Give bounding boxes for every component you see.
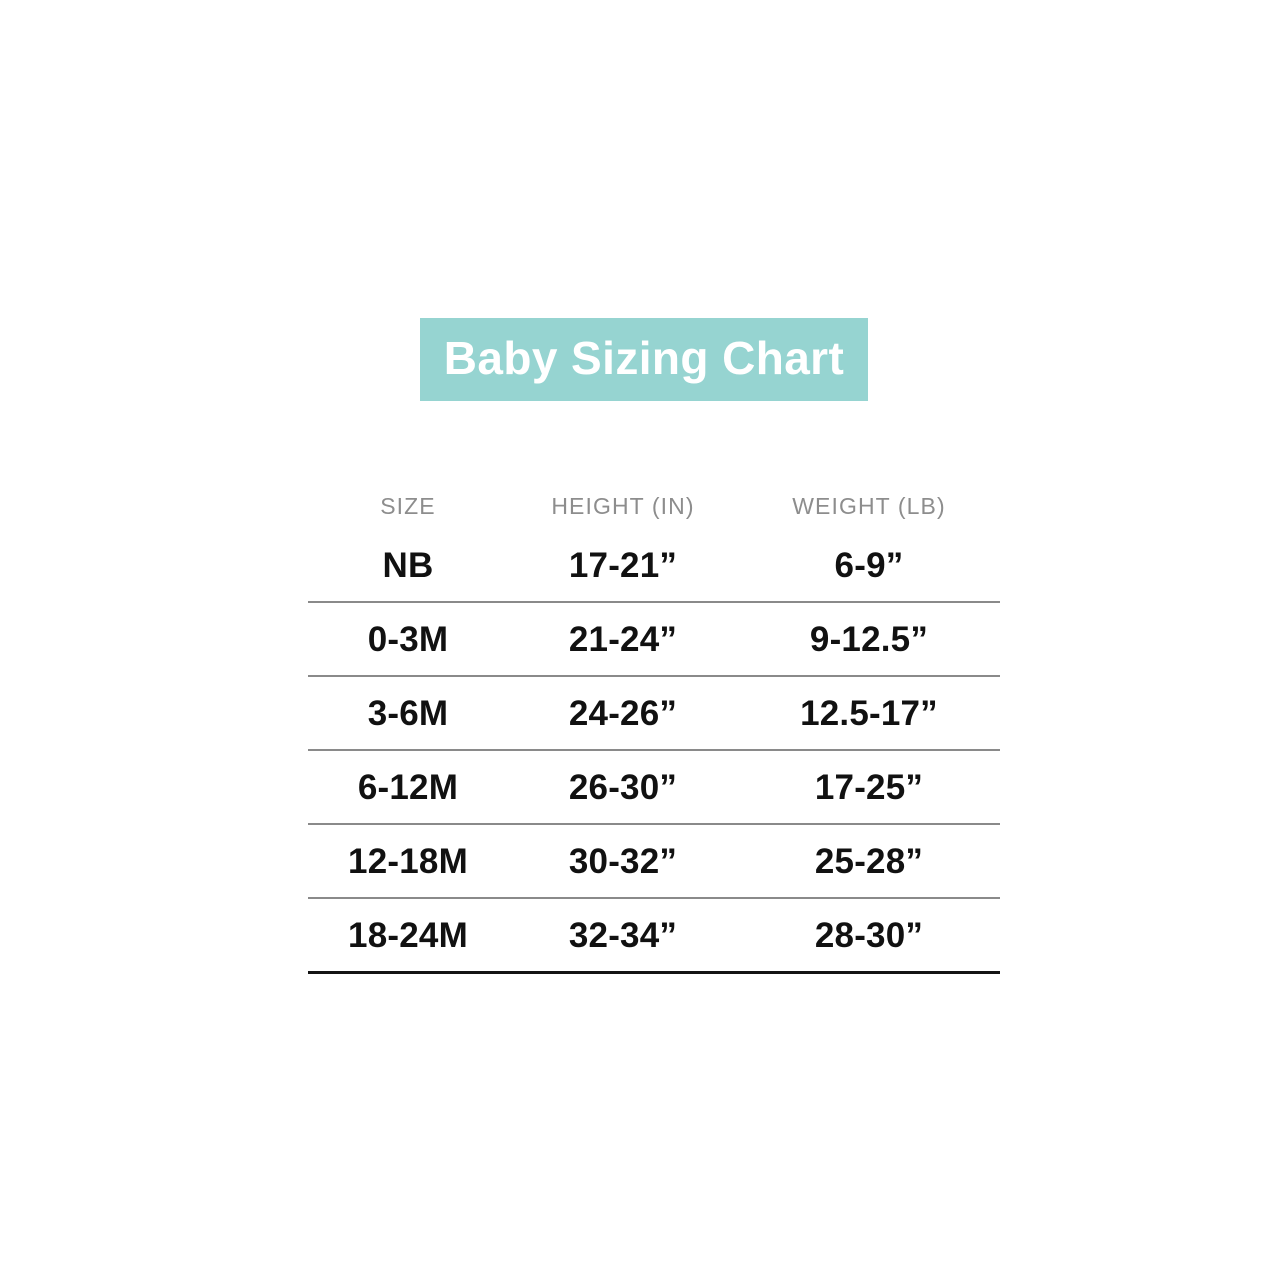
cell-height: 30-32”	[568, 841, 678, 881]
cell-size: 18-24M	[348, 915, 468, 955]
page-title: Baby Sizing Chart	[419, 318, 869, 401]
table-row: 0-3M 21-24” 9-12.5”	[308, 603, 1000, 677]
cell-weight: 25-28”	[814, 841, 924, 881]
cell-weight: 28-30”	[814, 915, 924, 955]
cell-height: 26-30”	[568, 767, 678, 807]
cell-weight: 6-9”	[834, 545, 904, 585]
cell-height: 24-26”	[568, 693, 678, 733]
cell-size: 0-3M	[367, 619, 449, 659]
cell-weight: 9-12.5”	[809, 619, 929, 659]
column-header-size: SIZE	[380, 492, 436, 519]
cell-size: 6-12M	[357, 767, 459, 807]
table-row: 6-12M 26-30” 17-25”	[308, 751, 1000, 825]
table-row: NB 17-21” 6-9”	[308, 529, 1000, 603]
table-header-row: SIZE HEIGHT (IN) WEIGHT (LB)	[308, 483, 1000, 529]
title-container: Baby Sizing Chart	[0, 318, 1288, 401]
table-row: 12-18M 30-32” 25-28”	[308, 825, 1000, 899]
table-row: 18-24M 32-34” 28-30”	[308, 899, 1000, 974]
column-header-weight: WEIGHT (LB)	[792, 492, 946, 519]
cell-height: 17-21”	[568, 545, 678, 585]
cell-size: 3-6M	[367, 693, 449, 733]
cell-height: 32-34”	[568, 915, 678, 955]
table-row: 3-6M 24-26” 12.5-17”	[308, 677, 1000, 751]
column-header-height: HEIGHT (IN)	[551, 492, 695, 519]
cell-size: 12-18M	[348, 841, 468, 881]
cell-height: 21-24”	[568, 619, 678, 659]
cell-weight: 12.5-17”	[800, 693, 938, 733]
sizing-table: SIZE HEIGHT (IN) WEIGHT (LB) NB 17-21” 6…	[308, 483, 1000, 974]
cell-weight: 17-25”	[814, 767, 924, 807]
cell-size: NB	[382, 545, 434, 585]
